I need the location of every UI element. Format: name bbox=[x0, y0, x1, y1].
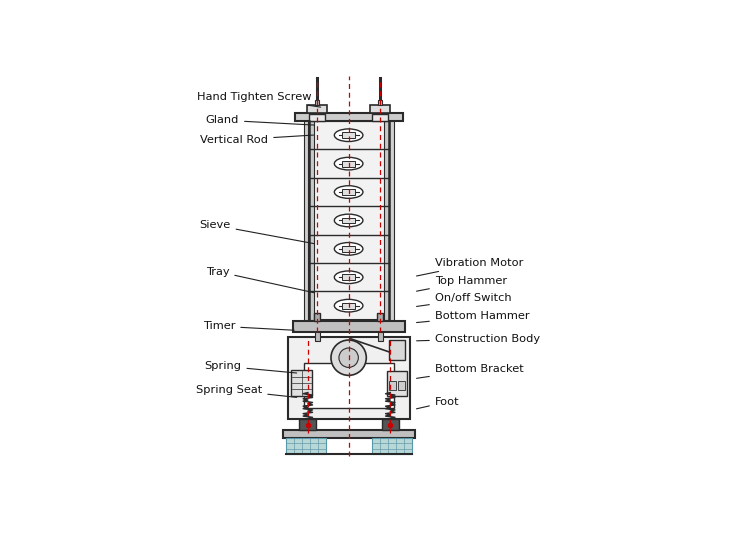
Text: Spring Seat: Spring Seat bbox=[196, 385, 297, 397]
Bar bbox=[378, 333, 382, 341]
Text: Sieve: Sieve bbox=[200, 220, 314, 244]
Bar bbox=[372, 114, 388, 121]
Ellipse shape bbox=[334, 242, 363, 255]
Text: Bottom Hammer: Bottom Hammer bbox=[416, 311, 530, 323]
Bar bbox=[387, 371, 407, 395]
Bar bbox=[372, 438, 412, 454]
Text: Foot: Foot bbox=[416, 397, 460, 409]
Bar bbox=[286, 438, 326, 454]
Text: Bottom Bracket: Bottom Bracket bbox=[416, 364, 524, 378]
Circle shape bbox=[331, 340, 366, 375]
Bar bbox=[389, 114, 394, 322]
Bar bbox=[314, 333, 320, 341]
Bar bbox=[309, 121, 314, 320]
Bar bbox=[293, 321, 404, 333]
Circle shape bbox=[339, 348, 358, 367]
Text: On/off Switch: On/off Switch bbox=[416, 293, 512, 306]
Bar bbox=[389, 381, 396, 390]
Bar bbox=[283, 430, 416, 438]
Bar bbox=[370, 105, 390, 114]
Text: Gland: Gland bbox=[206, 115, 314, 125]
Text: Spring: Spring bbox=[205, 361, 297, 373]
Bar bbox=[398, 381, 404, 390]
Text: Timer: Timer bbox=[202, 321, 294, 331]
Bar bbox=[377, 313, 383, 321]
Bar bbox=[342, 274, 355, 280]
Ellipse shape bbox=[334, 271, 363, 283]
Ellipse shape bbox=[334, 186, 363, 198]
Bar bbox=[342, 161, 355, 167]
Bar bbox=[288, 337, 410, 419]
Bar bbox=[378, 100, 382, 105]
Bar bbox=[382, 419, 399, 430]
Bar bbox=[342, 189, 355, 195]
Bar bbox=[342, 132, 355, 138]
Text: Construction Body: Construction Body bbox=[416, 334, 540, 344]
Text: Hand Tighten Screw: Hand Tighten Screw bbox=[197, 92, 321, 107]
Bar bbox=[342, 302, 355, 308]
Ellipse shape bbox=[334, 129, 363, 141]
Ellipse shape bbox=[334, 157, 363, 170]
Bar bbox=[309, 121, 388, 320]
Text: Vibration Motor: Vibration Motor bbox=[416, 258, 524, 276]
Bar bbox=[299, 419, 316, 430]
Bar bbox=[315, 100, 320, 105]
Bar bbox=[307, 105, 327, 114]
Bar bbox=[309, 114, 325, 121]
Bar bbox=[304, 114, 307, 322]
Bar bbox=[383, 121, 388, 320]
Bar bbox=[296, 114, 404, 121]
Bar bbox=[291, 370, 312, 395]
Bar bbox=[304, 363, 394, 408]
Ellipse shape bbox=[334, 299, 363, 312]
Ellipse shape bbox=[334, 214, 363, 227]
Text: Tray: Tray bbox=[206, 266, 314, 293]
Text: Vertical Rod: Vertical Rod bbox=[200, 135, 314, 145]
Bar bbox=[342, 217, 355, 223]
Bar bbox=[389, 340, 406, 360]
Text: Top Hammer: Top Hammer bbox=[416, 276, 507, 291]
Bar bbox=[314, 313, 320, 321]
Bar bbox=[342, 246, 355, 252]
